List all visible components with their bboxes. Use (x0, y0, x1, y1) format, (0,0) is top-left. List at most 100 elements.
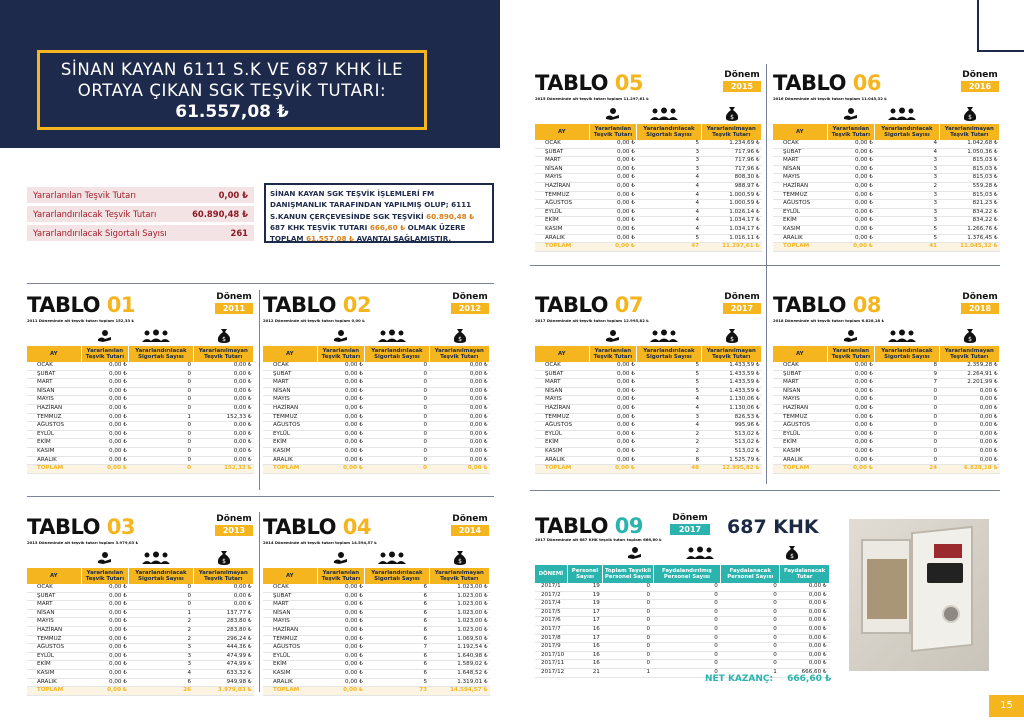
value-cell: 0,00 ₺ (939, 447, 1000, 457)
info-text-4: AVANTAJ SAĞLAMIŞTIR. (354, 234, 452, 244)
value-cell: 1.023,00 ₺ (429, 626, 490, 636)
table-row: ŞUBAT 0,00 ₺ 0 0,00 ₺ (27, 370, 254, 380)
table-row: 2017/9 16 0 0 0 0,00 ₺ (535, 642, 830, 652)
table-header-row: AY Yararlanılan Teşvik Tutarı Yararlandırı… (773, 346, 1001, 362)
tablo-table: AY Yararlanılan Teşvik Tutarı Yararlandırı… (773, 124, 1001, 252)
money-bag-icon: $ (217, 327, 231, 344)
value-cell: 0,00 ₺ (939, 387, 1000, 397)
table-row: MART 0,00 ₺ 0 0,00 ₺ (27, 378, 254, 388)
month-cell: TEMMUZ (535, 191, 589, 201)
value-cell: 0 (874, 456, 940, 466)
value-cell: 4 (128, 669, 194, 679)
value-cell: 0,00 ₺ (589, 447, 637, 457)
value-cell: 3 (874, 199, 940, 209)
value-cell: 0 (602, 634, 654, 644)
table-row: AĞUSTOS 0,00 ₺ 4 995,96 ₺ (535, 421, 762, 431)
value-cell: 0,00 ₺ (429, 430, 490, 440)
value-cell: 4 (636, 421, 702, 431)
table-row: ŞUBAT 0,00 ₺ 4 1.050,36 ₺ (773, 148, 1000, 158)
total-row: TOPLAM 0,00 ₺ 47 11.297,61 ₺ (535, 242, 762, 252)
value-cell: 0,00 ₺ (193, 370, 254, 380)
value-cell: 3 (636, 413, 702, 423)
col-used-header: Yararlanılan Teşvik Tutarı (827, 346, 876, 362)
value-cell: 0,00 ₺ (81, 395, 129, 405)
value-cell: 0,00 ₺ (589, 140, 637, 149)
col-header: DÖNEMİ (535, 565, 568, 583)
period-cell: 2017/11 (535, 659, 568, 669)
table-row: KASIM 0,00 ₺ 4 1.034,17 ₺ (535, 225, 762, 235)
total-label: TOPLAM (263, 686, 317, 696)
month-cell: AĞUSTOS (535, 421, 589, 431)
tablo-title: TABLO 06 (773, 70, 882, 96)
value-cell: 0,00 ₺ (939, 413, 1000, 423)
value-cell: 0 (602, 608, 654, 618)
value-cell: 1.023,00 ₺ (429, 592, 490, 602)
value-cell: 4 (874, 140, 940, 149)
table-row: EKİM 0,00 ₺ 3 834,22 ₺ (773, 216, 1000, 226)
month-cell: ARALIK (27, 456, 81, 466)
value-cell: 0 (364, 378, 430, 388)
total-cell: 14.594,57 ₺ (429, 686, 490, 696)
value-cell: 0 (720, 599, 780, 609)
value-cell: 0,00 ₺ (827, 438, 875, 448)
table-row: KASIM 0,00 ₺ 2 513,02 ₺ (535, 447, 762, 457)
value-cell: 3 (874, 216, 940, 226)
month-cell: NİSAN (27, 609, 81, 619)
value-cell: 0,00 ₺ (589, 413, 637, 423)
value-cell: 0,00 ₺ (779, 616, 830, 626)
donem-badge: Dönem 2015 (723, 70, 761, 92)
month-cell: HAZİRAN (263, 404, 317, 414)
table-row: NİSAN 0,00 ₺ 0 0,00 ₺ (773, 387, 1000, 397)
month-cell: AĞUSTOS (263, 643, 317, 653)
donem-badge: Dönem 2014 (451, 514, 489, 536)
value-cell: 1.023,00 ₺ (429, 617, 490, 627)
value-cell: 0 (128, 592, 194, 602)
value-cell: 0 (602, 583, 654, 592)
value-cell: 0,00 ₺ (81, 370, 129, 380)
month-cell: KASIM (263, 669, 317, 679)
total-cell: 48 (636, 464, 702, 474)
photo-label (927, 563, 963, 583)
value-cell: 1 (720, 668, 780, 678)
value-cell: 2.264,91 ₺ (939, 370, 1000, 380)
tablo-number: 02 (342, 293, 372, 317)
value-cell: 21 (567, 668, 603, 678)
table-row: MAYIS 0,00 ₺ 0 0,00 ₺ (27, 395, 254, 405)
tablo-title: TABLO 05 (535, 70, 644, 96)
value-cell: 0 (128, 438, 194, 448)
value-cell: 0 (128, 362, 194, 371)
month-cell: ARALIK (263, 678, 317, 688)
value-cell: 0 (720, 583, 780, 592)
table-row: 2017/10 16 0 0 0 0,00 ₺ (535, 651, 830, 661)
info-value-total: 61.557,08 ₺ (306, 234, 355, 244)
value-cell: 0 (128, 421, 194, 431)
tablo-subtitle: 2017 Döneminde ait teşvik tutarı toplam … (535, 318, 649, 323)
value-cell: 0,00 ₺ (81, 660, 129, 670)
value-cell: 0,00 ₺ (827, 191, 875, 201)
tablo-head: TABLO 07 Dönem 2017 (535, 292, 762, 318)
value-cell: 0 (128, 404, 194, 414)
tablo-title: TABLO 03 (27, 514, 136, 540)
value-cell: 0,00 ₺ (429, 387, 490, 397)
total-cell: 0,00 ₺ (317, 686, 365, 696)
table-row: NİSAN 0,00 ₺ 3 815,03 ₺ (773, 165, 1000, 175)
header-total-amount: 61.557,08 ₺ (175, 102, 289, 122)
month-cell: EYLÜL (27, 430, 81, 440)
table-row: TEMMUZ 0,00 ₺ 2 296,24 ₺ (27, 635, 254, 645)
tablo-icons: $ (535, 543, 840, 563)
table-row: EKİM 0,00 ₺ 3 474,99 ₺ (27, 660, 254, 670)
value-cell: 16 (567, 625, 603, 635)
value-cell: 7 (364, 643, 430, 653)
value-cell: 0,00 ₺ (589, 199, 637, 209)
col-ay-header: AY (263, 346, 318, 362)
value-cell: 3 (874, 191, 940, 201)
table-row: EKİM 0,00 ₺ 0 0,00 ₺ (263, 438, 490, 448)
value-cell: 513,02 ₺ (701, 447, 762, 457)
value-cell: 0,00 ₺ (193, 395, 254, 405)
value-cell: 16 (567, 642, 603, 652)
table-row: 2017/11 16 0 0 0 0,00 ₺ (535, 659, 830, 669)
money-bag-icon: $ (785, 544, 799, 561)
value-cell: 0 (364, 413, 430, 423)
value-cell: 0,00 ₺ (939, 404, 1000, 414)
summary-label: Yararlandırılacak Teşvik Tutarı (27, 206, 182, 222)
